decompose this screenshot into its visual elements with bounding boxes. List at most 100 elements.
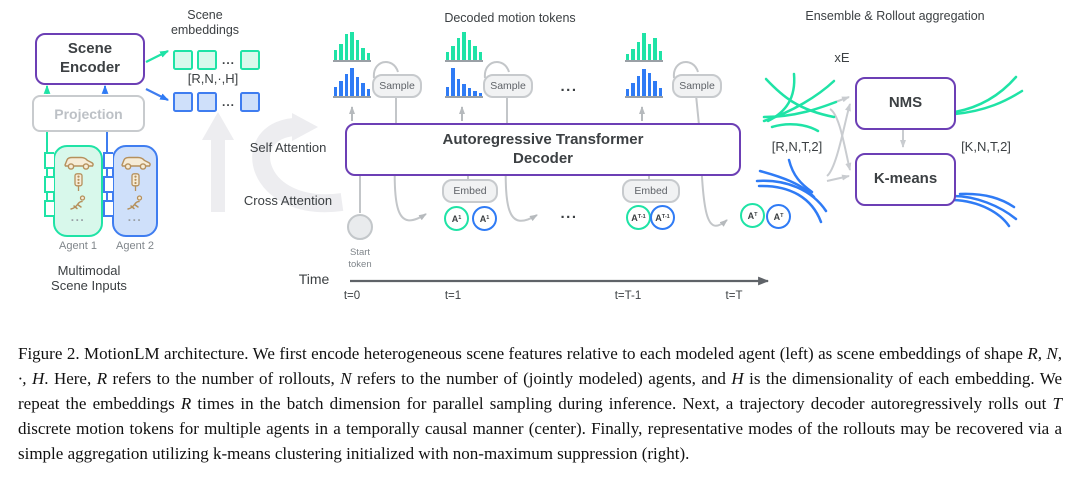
diagram-artwork	[43, 50, 1024, 286]
cross-attention-label: Cross Attention	[243, 193, 333, 208]
agent1-input-tab	[44, 176, 54, 193]
agent2-label: Agent 2	[116, 240, 154, 252]
token-distribution-green-t1	[445, 30, 483, 62]
time-tick-tT: t=T	[725, 290, 743, 302]
token-ellipsis: ...	[560, 205, 578, 222]
agent1-input-tab	[44, 200, 54, 217]
token-subscript: 1	[458, 214, 462, 221]
self-attention-label: Self Attention	[249, 140, 327, 155]
traffic-light-icon	[131, 173, 140, 191]
motion-token-aT1-blue: A T-1	[650, 205, 675, 230]
token-distribution-blue-tT1	[625, 66, 663, 98]
token-distribution-blue-t0	[333, 66, 371, 98]
encoder-to-green-embeddings-arrow	[145, 50, 170, 63]
token-letter: A	[747, 210, 755, 221]
embed-label: Embed	[453, 185, 487, 197]
sample-pill-1: Sample	[372, 74, 422, 98]
autoregressive-transformer-decoder-box: Autoregressive Transformer Decoder	[345, 123, 741, 176]
scene-encoder-box: Scene Encoder	[35, 33, 145, 85]
caption-segment: H	[731, 369, 744, 388]
caption-segment: is the dimensionality of each embedding.…	[18, 369, 1063, 413]
kmeans-label: K-means	[873, 170, 938, 188]
nms-label: NMS	[888, 94, 923, 112]
projection-box: Projection	[32, 95, 145, 132]
token-subscript: T	[780, 212, 784, 219]
caption-segment: R, N, ·, H	[18, 344, 1062, 388]
caption-segment: N	[340, 369, 352, 388]
traffic-light-icon	[74, 173, 83, 191]
caption-segment: R	[96, 369, 108, 388]
multimodal-scene-inputs-label: Multimodal Scene Inputs	[51, 263, 127, 294]
sample-label: Sample	[490, 80, 526, 92]
blue-rollout-trajectories	[755, 158, 828, 224]
embedding-square	[240, 50, 261, 70]
time-label: Time	[298, 271, 330, 287]
token-letter: A	[451, 213, 459, 224]
green-rollout-trajectories	[762, 72, 838, 133]
agent2-more-inputs: ...	[127, 210, 143, 224]
token-subscript: T	[754, 211, 758, 218]
embedding-square	[197, 50, 217, 70]
agent1-card: ...	[53, 145, 103, 237]
sample-hook-2	[483, 61, 510, 79]
sample-label: Sample	[379, 80, 415, 92]
encoder-to-blue-embeddings-arrow	[145, 88, 170, 101]
caption-segment: discrete motion tokens for multiple agen…	[18, 419, 1062, 463]
agent2-input-tab	[103, 176, 113, 193]
embedding-square	[173, 50, 193, 70]
car-icon	[64, 156, 94, 170]
time-tick-tT1: t=T-1	[614, 290, 642, 302]
embedding-square	[197, 92, 217, 112]
start-token-circle	[347, 214, 373, 240]
caption-segment: refers to the number of (jointly modeled…	[351, 369, 732, 388]
rollouts2-to-nms-arrow	[826, 103, 851, 177]
blue-aggregated-trajectories	[951, 192, 1018, 228]
blue-embedding-row: ...	[173, 92, 261, 112]
token-letter: A	[479, 213, 487, 224]
green-embedding-row: ...	[173, 50, 261, 70]
motionlm-architecture-figure: Scene Encoder Projection ...	[32, 8, 1024, 302]
aggregated-shape-label: [K,N,T,2]	[961, 139, 1011, 154]
embedding-ellipsis: ...	[222, 53, 236, 67]
caption-segment: . Here,	[44, 369, 97, 388]
caption-segment: times in the batch dimension for paralle…	[191, 394, 1053, 413]
agent2-card: ...	[112, 145, 158, 237]
embedding-ellipsis: ...	[222, 95, 236, 109]
caption-segment: Figure 2. MotionLM architecture. We firs…	[18, 344, 1028, 363]
embed-pill-2: Embed	[622, 179, 680, 203]
motion-token-aT1-green: A T-1	[626, 205, 651, 230]
figure-caption: Figure 2. MotionLM architecture. We firs…	[18, 341, 1062, 466]
decoder-label: Autoregressive Transformer Decoder	[442, 130, 644, 167]
agent1-label: Agent 1	[59, 240, 97, 252]
caption-segment: R	[180, 394, 192, 413]
rollouts2-to-kmeans-arrow	[826, 174, 850, 182]
sample-hook-3	[672, 61, 699, 79]
embed-label: Embed	[634, 185, 668, 197]
time-tick-t1: t=1	[444, 290, 462, 302]
embedding-square	[240, 92, 261, 112]
sample-label: Sample	[679, 80, 715, 92]
embed-pill-1: Embed	[442, 179, 498, 203]
sample-hook-1	[372, 61, 399, 79]
token-letter: A	[631, 212, 638, 223]
agent2-input-tab	[103, 200, 113, 217]
token-subscript: T-1	[661, 213, 670, 220]
embedding-shape-label: [R,N,·,H]	[187, 71, 239, 86]
car-icon	[121, 156, 151, 170]
sample-pill-2: Sample	[483, 74, 533, 98]
ensemble-rollout-aggregation-label: Ensemble & Rollout aggregation	[805, 9, 985, 23]
agent1-more-inputs: ...	[70, 210, 86, 224]
embedding-square	[173, 92, 193, 112]
self-attention-arrow	[202, 112, 234, 212]
ensemble-count-label: xE	[834, 50, 850, 65]
scene-embeddings-label: Scene embeddings	[170, 8, 240, 37]
cross-attention-arrow	[252, 118, 344, 213]
caption-segment: T	[1052, 394, 1062, 413]
time-tick-t0: t=0	[343, 290, 361, 302]
cross-attention-arrowhead	[292, 113, 318, 141]
